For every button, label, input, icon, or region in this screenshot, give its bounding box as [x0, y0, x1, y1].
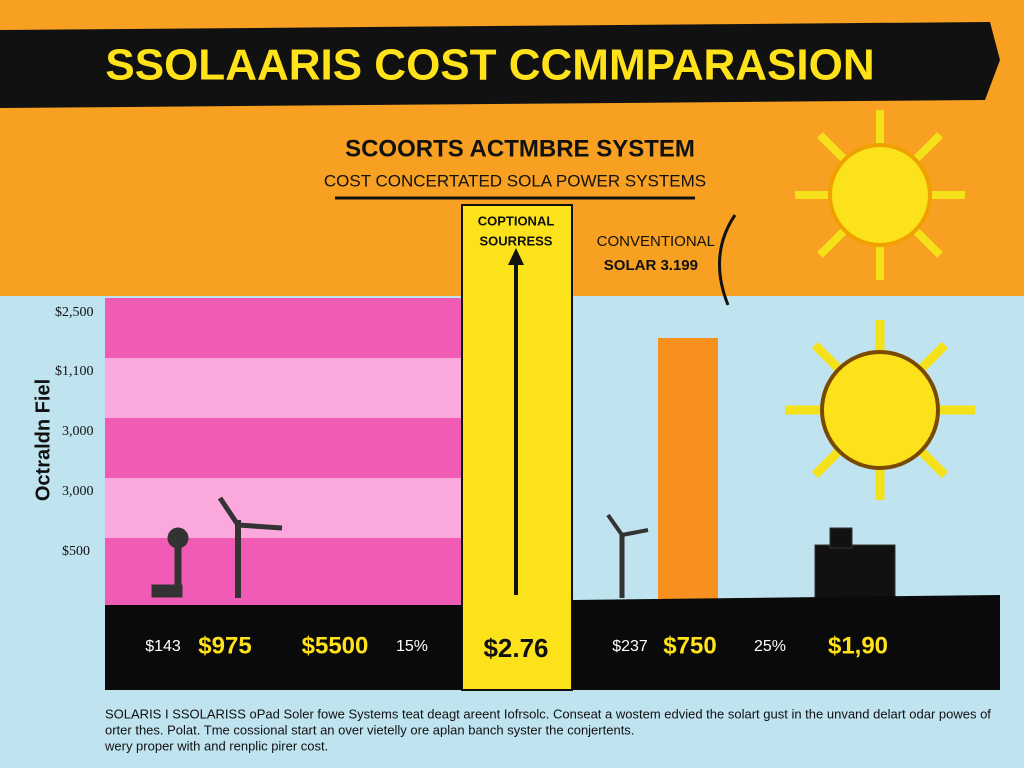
- value: $143: [145, 638, 181, 655]
- ground: [105, 595, 1000, 690]
- callout: COPTIONAL: [478, 213, 555, 228]
- axis-label: Octraldn Fiel: [32, 379, 54, 501]
- title: SSOLAARIS COST CCMMPARASION: [105, 41, 874, 90]
- value: $1,90: [828, 632, 888, 659]
- value: $750: [663, 632, 716, 659]
- tick-label: 3,000: [62, 484, 94, 499]
- value: $237: [612, 638, 648, 655]
- tick-label: $500: [62, 544, 90, 559]
- stripes: [105, 298, 462, 605]
- footer-text: SOLARIS I SSOLARISS oPad Soler fowe Syst…: [105, 706, 991, 721]
- callout: SOURRESS: [480, 233, 553, 248]
- title-banner: [0, 22, 1000, 108]
- value: $2.76: [483, 633, 548, 663]
- tick-label: $2,500: [55, 305, 94, 320]
- value: 25%: [754, 638, 786, 655]
- orange-column: [658, 338, 718, 605]
- callout: SOLAR 3.199: [604, 257, 698, 274]
- arrow-head: [508, 248, 524, 265]
- value: $975: [198, 632, 251, 659]
- footer-text: wery proper with and renplic pirer cost.: [104, 738, 328, 753]
- value: $5500: [302, 632, 369, 659]
- callout: CONVENTIONAL: [597, 233, 715, 250]
- tagline: COST CONCERTATED SOLA POWER SYSTEMS: [324, 171, 706, 190]
- value: 15%: [396, 638, 428, 655]
- icons: [151, 496, 896, 606]
- subtitle: SCOORTS ACTMBRE SYSTEM: [345, 135, 695, 162]
- footer-text: orter thes. Polat. Tme cossional start a…: [105, 722, 634, 737]
- tick-label: $1,100: [55, 364, 94, 379]
- tick-label: 3,000: [62, 424, 94, 439]
- sun-top: [795, 110, 965, 280]
- bracket: [718, 214, 737, 306]
- sun-bottom: [785, 320, 975, 500]
